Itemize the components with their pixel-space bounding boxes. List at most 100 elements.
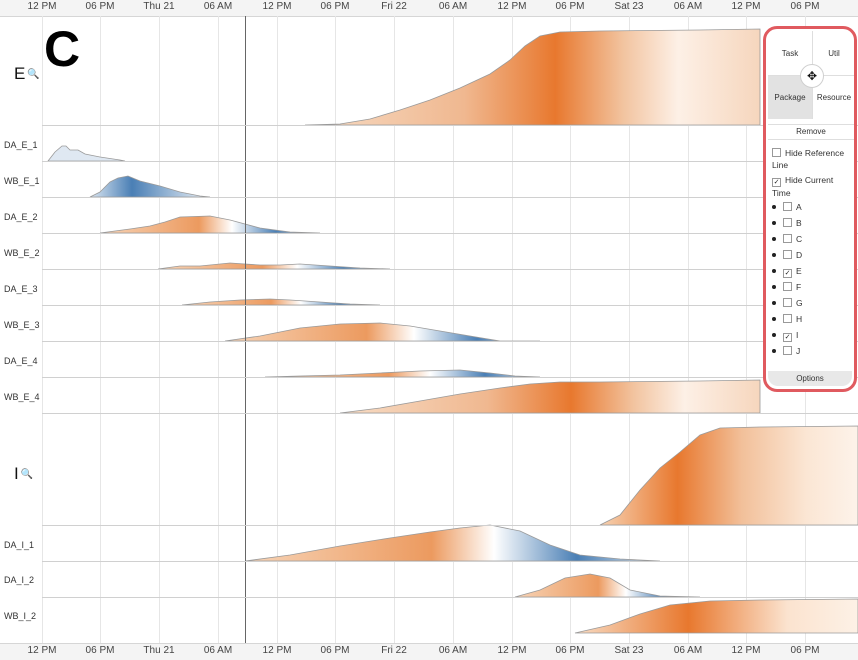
group-label-text: I <box>14 464 19 483</box>
view-util-button[interactable]: Util <box>828 48 840 58</box>
checkbox[interactable]: ✓ <box>783 333 792 342</box>
checkbox[interactable]: ✓ <box>783 269 792 278</box>
axis-tick: 06 AM <box>673 645 703 656</box>
view-resource-button[interactable]: Resource <box>816 92 852 102</box>
layer-label: E <box>796 266 802 276</box>
axis-tick: 06 AM <box>438 645 468 656</box>
checkbox[interactable] <box>783 250 792 259</box>
checkbox[interactable] <box>783 218 792 227</box>
axis-tick: 12 PM <box>262 1 292 12</box>
layer-label: F <box>796 282 802 292</box>
checkbox[interactable] <box>783 234 792 243</box>
row-label: WB_E_1 <box>4 176 40 186</box>
checkbox[interactable] <box>783 298 792 307</box>
row-label: DA_E_4 <box>4 356 38 366</box>
layer-label: H <box>796 314 803 324</box>
DA_E_3-area <box>181 298 381 306</box>
magnifier-icon[interactable]: 🔍 <box>20 469 34 481</box>
bullet <box>772 221 776 225</box>
WB_E_1-area <box>89 175 211 198</box>
panel-letter: C <box>44 21 81 77</box>
checkbox[interactable]: ✓ <box>772 178 781 187</box>
layer-item-f[interactable]: F <box>772 281 801 293</box>
row-label: WB_E_2 <box>4 248 40 258</box>
aggregate-E-area <box>304 28 761 126</box>
time-axis-top: 12 PM 06 PM Thu 21 06 AM 12 PM 06 PM Fri… <box>0 0 858 17</box>
time-axis-bottom: 12 PM 06 PM Thu 21 06 AM 12 PM 06 PM Fri… <box>0 643 858 660</box>
bullet <box>772 253 776 257</box>
DA_E_2-area <box>99 215 321 234</box>
aggregate-I-area <box>599 425 858 526</box>
layer-label: J <box>796 346 801 356</box>
checkbox[interactable] <box>772 148 781 157</box>
group-label-E[interactable]: E 🔍 <box>14 64 40 84</box>
view-task-button[interactable]: Task <box>781 48 799 58</box>
axis-tick: Thu 21 <box>143 645 175 656</box>
axis-tick: Fri 22 <box>381 1 407 12</box>
bullet <box>772 237 776 241</box>
axis-tick: 06 PM <box>555 645 585 656</box>
axis-tick: 12 PM <box>262 645 292 656</box>
layer-label: B <box>796 218 802 228</box>
layer-label: G <box>796 298 803 308</box>
row-label: DA_I_2 <box>4 575 35 585</box>
hide-current-time-option[interactable]: ✓ Hide Current Time <box>772 174 852 199</box>
bullet <box>772 317 776 321</box>
bullet <box>772 349 776 353</box>
row-label: DA_E_3 <box>4 284 38 294</box>
bullet <box>772 285 776 289</box>
row-label: WB_I_2 <box>4 611 37 621</box>
layer-label: I <box>796 330 799 340</box>
option-label: Hide Reference Line <box>772 148 845 170</box>
axis-tick: 06 PM <box>320 645 350 656</box>
layer-item-d[interactable]: D <box>772 249 802 261</box>
bullet <box>772 301 776 305</box>
row-label: DA_E_2 <box>4 212 38 222</box>
bullet <box>772 269 776 273</box>
bullet <box>772 333 776 337</box>
checkbox[interactable] <box>783 346 792 355</box>
axis-tick: 12 PM <box>497 1 527 12</box>
checkbox[interactable] <box>783 202 792 211</box>
axis-tick: 06 AM <box>438 1 468 12</box>
row-label: WB_E_4 <box>4 392 40 402</box>
layer-item-b[interactable]: B <box>772 217 802 229</box>
axis-tick: 06 AM <box>203 1 233 12</box>
checkbox[interactable] <box>783 314 792 323</box>
axis-tick: 12 PM <box>497 645 527 656</box>
axis-tick: 06 PM <box>85 645 115 656</box>
DA_E_1-area <box>47 145 126 162</box>
WB_E_3-area <box>224 322 540 342</box>
option-label: Hide Current Time <box>772 175 834 198</box>
layer-item-c[interactable]: C <box>772 233 802 245</box>
layer-item-g[interactable]: G <box>772 297 803 309</box>
options-button[interactable]: Options <box>768 371 852 386</box>
axis-tick: 06 AM <box>673 1 703 12</box>
layer-label: D <box>796 250 803 260</box>
layer-label: C <box>796 234 803 244</box>
axis-tick: 06 PM <box>790 1 820 12</box>
move-icon[interactable]: ✥ <box>800 64 824 88</box>
magnifier-icon[interactable]: 🔍 <box>27 69 40 81</box>
axis-tick: Fri 22 <box>381 645 407 656</box>
layer-item-j[interactable]: J <box>772 345 800 357</box>
bullet <box>772 205 776 209</box>
group-label-I[interactable]: I 🔍 <box>14 464 33 484</box>
layer-item-e[interactable]: ✓ E <box>772 265 802 278</box>
WB_E_2-area <box>157 262 391 270</box>
axis-tick: 06 PM <box>320 1 350 12</box>
axis-tick: Thu 21 <box>143 1 175 12</box>
hide-reference-line-option[interactable]: Hide Reference Line <box>772 147 852 171</box>
checkbox[interactable] <box>783 282 792 291</box>
remove-button[interactable]: Remove <box>768 124 854 140</box>
row-label: DA_I_1 <box>4 540 35 550</box>
control-panel: Task Util Package Resource ✥ Remove Hide… <box>763 26 857 392</box>
current-time-line <box>245 16 246 643</box>
axis-tick: 12 PM <box>27 1 57 12</box>
layer-item-a[interactable]: A <box>772 201 802 213</box>
axis-tick: Sat 23 <box>614 645 644 656</box>
layer-item-i[interactable]: ✓ I <box>772 329 798 342</box>
WB_I_2-area <box>574 598 858 634</box>
layer-item-h[interactable]: H <box>772 313 802 325</box>
